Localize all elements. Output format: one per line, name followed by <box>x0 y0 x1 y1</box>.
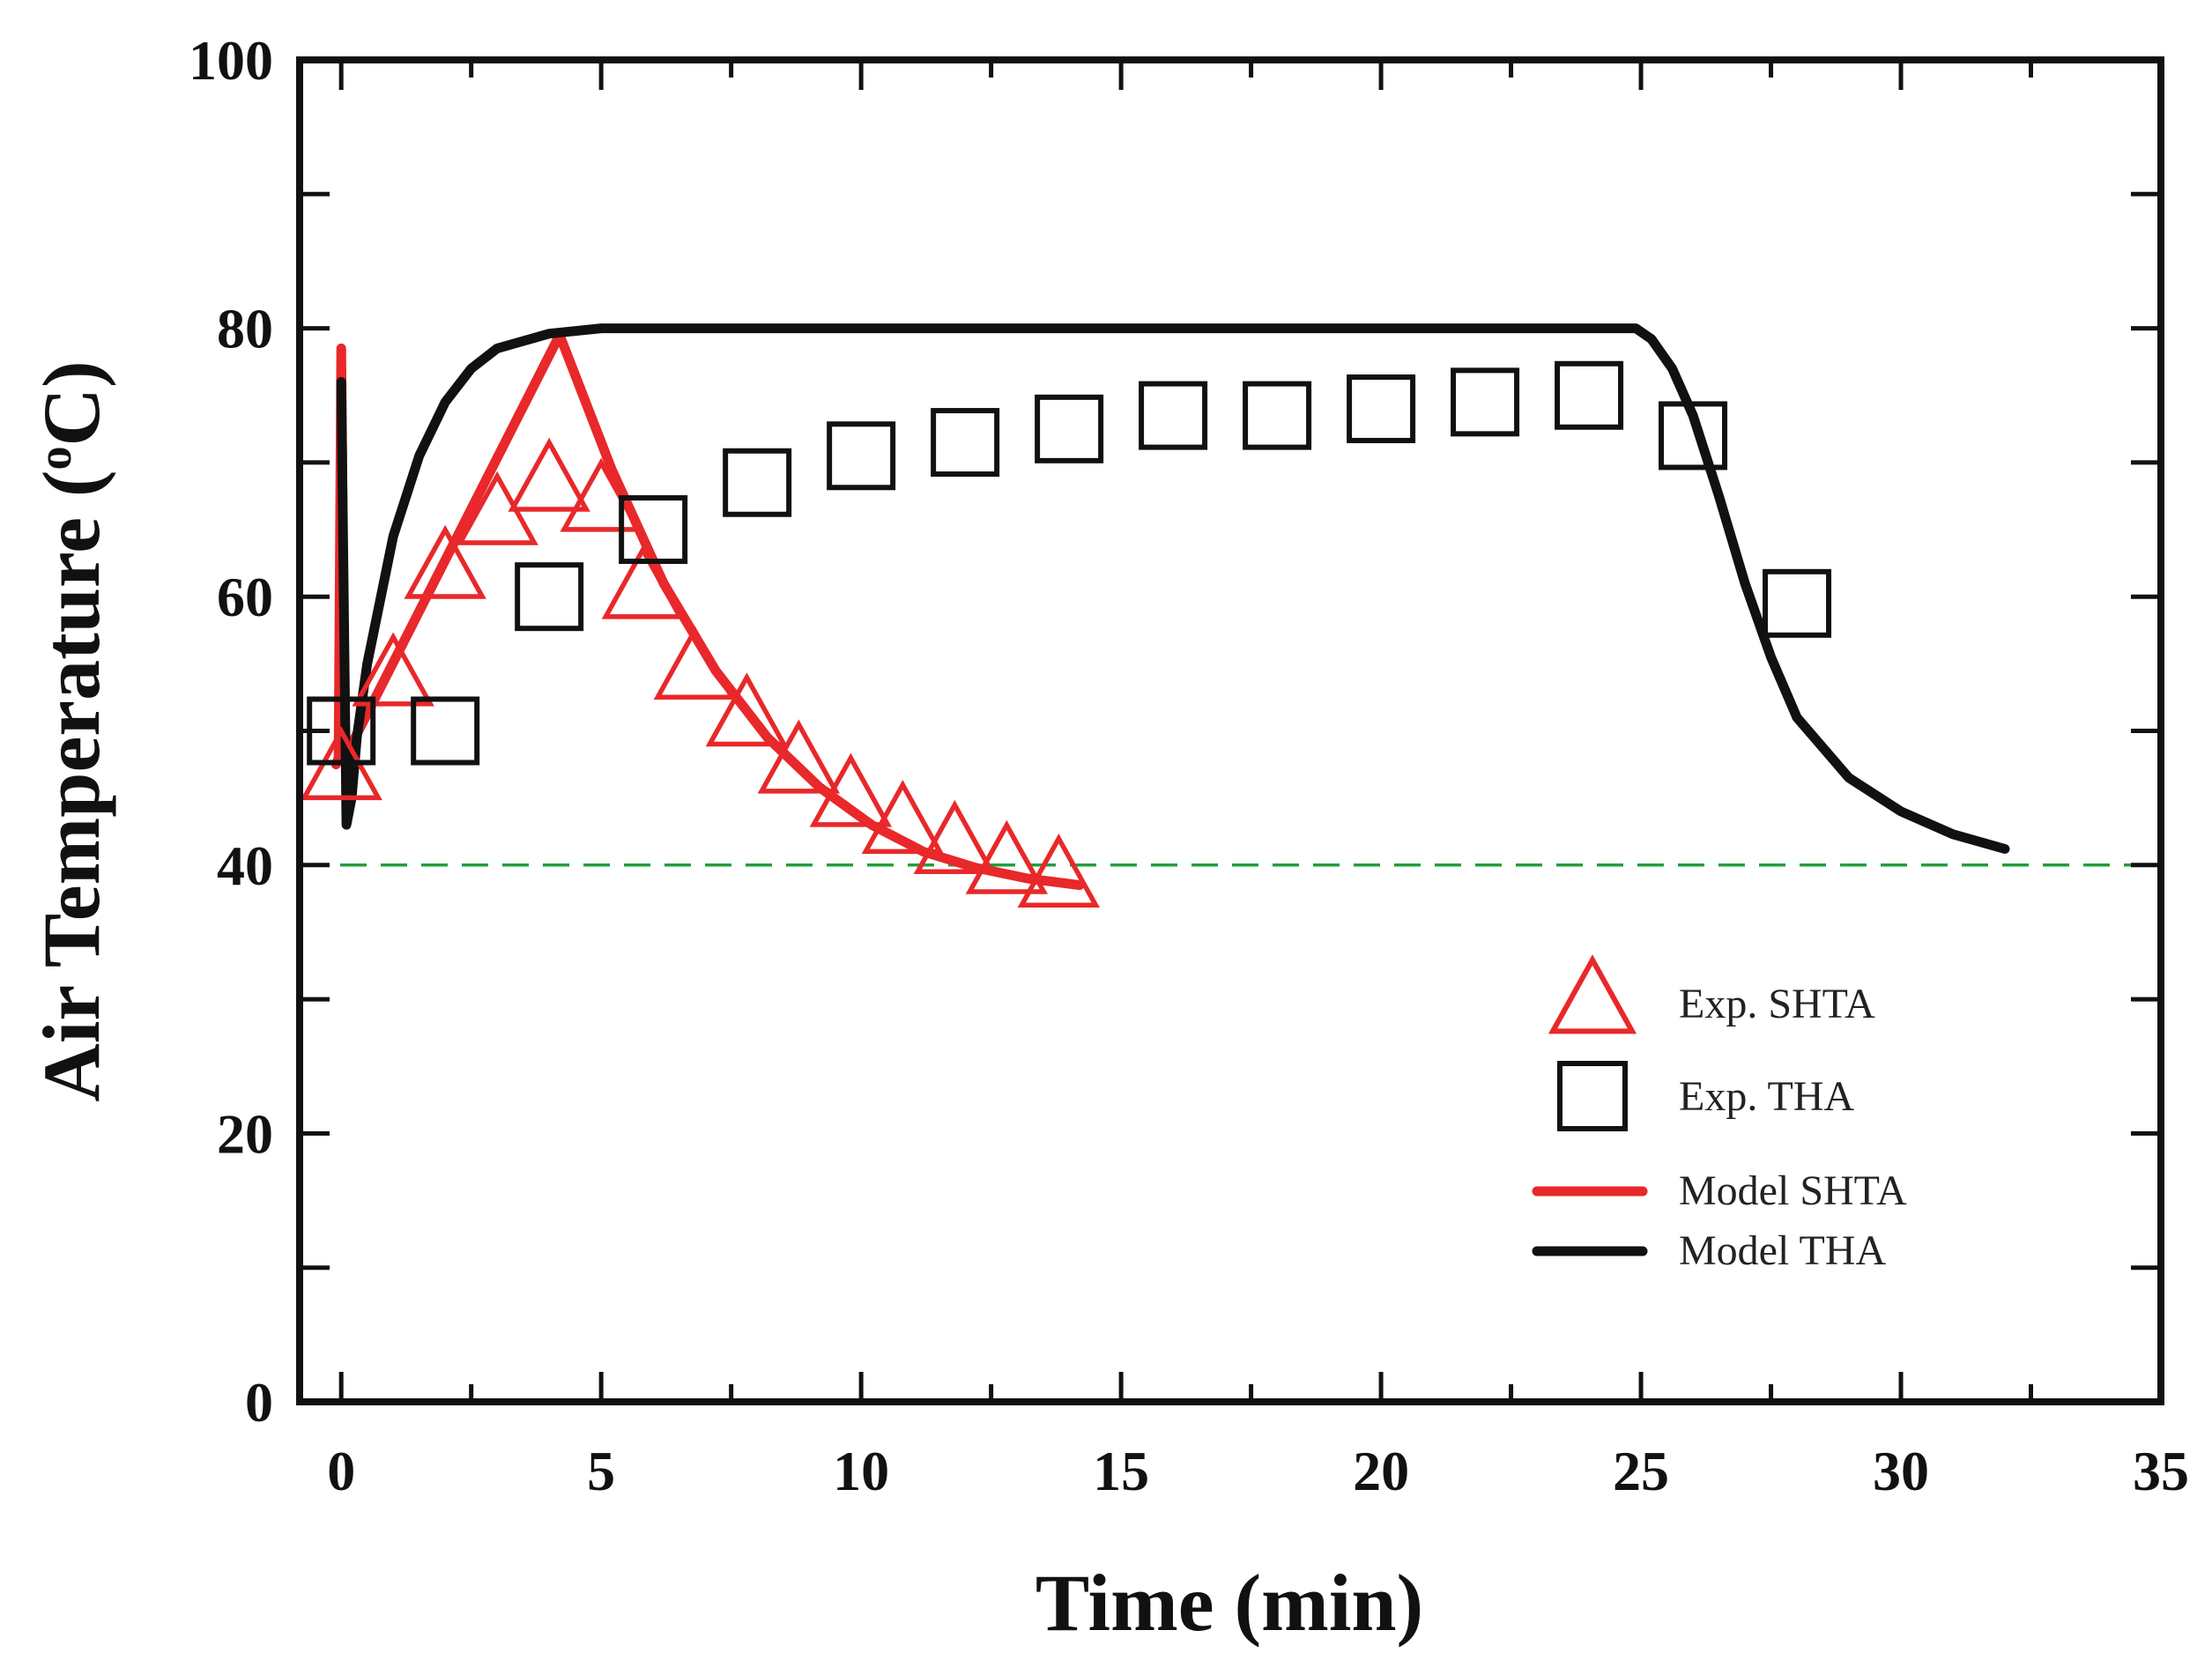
data-point-exp-tha <box>1139 381 1208 450</box>
legend: Exp. SHTA Exp. THA Model SHTA Model THA <box>1532 954 1907 1274</box>
legend-item: Exp. SHTA <box>1548 954 1875 1034</box>
data-point-exp-tha <box>1243 381 1312 450</box>
x-tick-label: 15 <box>1093 1440 1149 1502</box>
series-layer <box>300 323 2010 908</box>
x-tick-label: 35 <box>2133 1440 2189 1502</box>
y-tick-label: 20 <box>217 1102 273 1165</box>
data-point-exp-tha <box>1347 374 1416 443</box>
data-point-exp-shta <box>913 799 997 874</box>
legend-label: Model SHTA <box>1679 1167 1907 1214</box>
legend-swatch-triangle <box>1548 954 1637 1034</box>
y-axis-title-main: Air Temperature ( <box>26 470 116 1101</box>
data-point-exp-tha <box>1451 367 1520 437</box>
axis-ticks <box>300 57 2164 1404</box>
data-point-exp-tha <box>1763 568 1832 638</box>
data-point-exp-shta <box>861 780 945 855</box>
y-axis-title: Air Temperature (oC) <box>26 360 116 1101</box>
x-tick-label: 10 <box>833 1440 889 1502</box>
data-point-exp-tha <box>619 495 688 565</box>
x-tick-label: 20 <box>1353 1440 1409 1502</box>
legend-item: Exp. THA <box>1557 1061 1854 1131</box>
tick-labels: 0 5 10 15 20 25 30 35 0 20 40 60 80 100 <box>189 29 2189 1502</box>
y-tick-label: 0 <box>245 1371 273 1434</box>
data-point-exp-tha <box>1555 360 1624 430</box>
data-point-exp-tha <box>723 448 792 517</box>
data-point-exp-tha <box>1035 394 1104 463</box>
data-point-exp-shta <box>508 437 590 512</box>
legend-label: Exp. THA <box>1679 1073 1854 1120</box>
legend-label: Model THA <box>1679 1227 1886 1274</box>
x-tick-label: 25 <box>1613 1440 1669 1502</box>
data-point-exp-tha <box>827 421 896 491</box>
y-axis-title-unit: C) <box>26 360 116 446</box>
data-point-exp-shta <box>352 632 434 707</box>
y-tick-label: 80 <box>217 298 273 360</box>
y-tick-label: 60 <box>217 566 273 628</box>
data-point-exp-tha <box>515 562 584 632</box>
legend-item: Model THA <box>1532 1227 1886 1274</box>
data-point-exp-tha <box>1659 401 1728 471</box>
y-tick-label: 100 <box>189 29 273 92</box>
legend-label: Exp. SHTA <box>1679 981 1875 1027</box>
legend-swatch-square <box>1557 1061 1628 1131</box>
data-point-exp-shta <box>1017 834 1100 908</box>
x-tick-label: 0 <box>327 1440 355 1502</box>
data-point-exp-shta <box>653 625 737 700</box>
x-axis-title: Time (min) <box>1035 1558 1423 1648</box>
series-line-model-shta <box>330 330 1085 891</box>
data-point-exp-shta <box>404 524 486 599</box>
data-point-exp-shta <box>809 752 893 827</box>
data-point-exp-shta <box>601 545 685 619</box>
y-axis-title-degree: o <box>28 446 81 470</box>
data-point-exp-shta <box>705 672 789 747</box>
y-tick-label: 40 <box>217 834 273 897</box>
data-point-exp-shta <box>757 719 841 794</box>
x-tick-label: 5 <box>587 1440 615 1502</box>
x-tick-label: 30 <box>1873 1440 1929 1502</box>
data-point-exp-tha <box>931 408 1000 478</box>
data-point-exp-shta <box>965 819 1048 894</box>
data-point-exp-tha <box>411 696 480 766</box>
series-line-model-tha <box>336 323 2010 854</box>
legend-item: Model SHTA <box>1532 1167 1907 1214</box>
